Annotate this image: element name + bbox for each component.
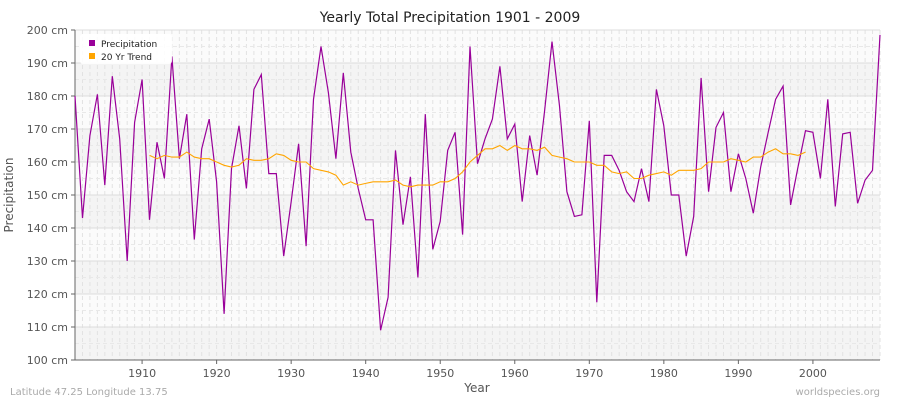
legend: Precipitation 20 Yr Trend	[80, 34, 172, 64]
chart-title: Yearly Total Precipitation 1901 - 2009	[319, 10, 581, 26]
x-tick-label: 2000	[799, 367, 827, 380]
y-tick-label: 160 cm	[27, 156, 68, 169]
y-tick-label: 180 cm	[27, 90, 68, 103]
footer-source: worldspecies.org	[796, 387, 880, 398]
trend-line	[149, 144, 806, 188]
x-tick-label: 1950	[426, 367, 454, 380]
y-tick-label: 200 cm	[27, 24, 68, 37]
x-tick-label: 1980	[650, 367, 678, 380]
legend-swatch-trend	[89, 53, 95, 59]
y-tick-label: 120 cm	[27, 288, 68, 301]
y-tick-label: 100 cm	[27, 354, 68, 367]
x-tick-label: 1910	[128, 367, 156, 380]
x-tick-label: 1970	[575, 367, 603, 380]
footer-location: Latitude 47.25 Longitude 13.75	[10, 387, 168, 398]
x-axis-label: Year	[463, 381, 489, 395]
legend-swatch-precipitation	[89, 40, 95, 46]
legend-label-precipitation: Precipitation	[101, 40, 157, 50]
y-tick-label: 130 cm	[27, 255, 68, 268]
x-tick-label: 1960	[501, 367, 529, 380]
legend-label-trend: 20 Yr Trend	[101, 53, 152, 63]
y-tick-label: 110 cm	[27, 321, 68, 334]
y-tick-label: 190 cm	[27, 57, 68, 70]
precipitation-line	[74, 34, 881, 331]
y-axis-label: Precipitation	[2, 157, 16, 232]
x-tick-label: 1930	[277, 367, 305, 380]
x-tick-label: 1940	[352, 367, 380, 380]
y-tick-label: 150 cm	[27, 189, 68, 202]
x-tick-label: 1920	[203, 367, 231, 380]
y-tick-label: 170 cm	[27, 123, 68, 136]
x-tick-label: 1990	[724, 367, 752, 380]
y-tick-label: 140 cm	[27, 222, 68, 235]
